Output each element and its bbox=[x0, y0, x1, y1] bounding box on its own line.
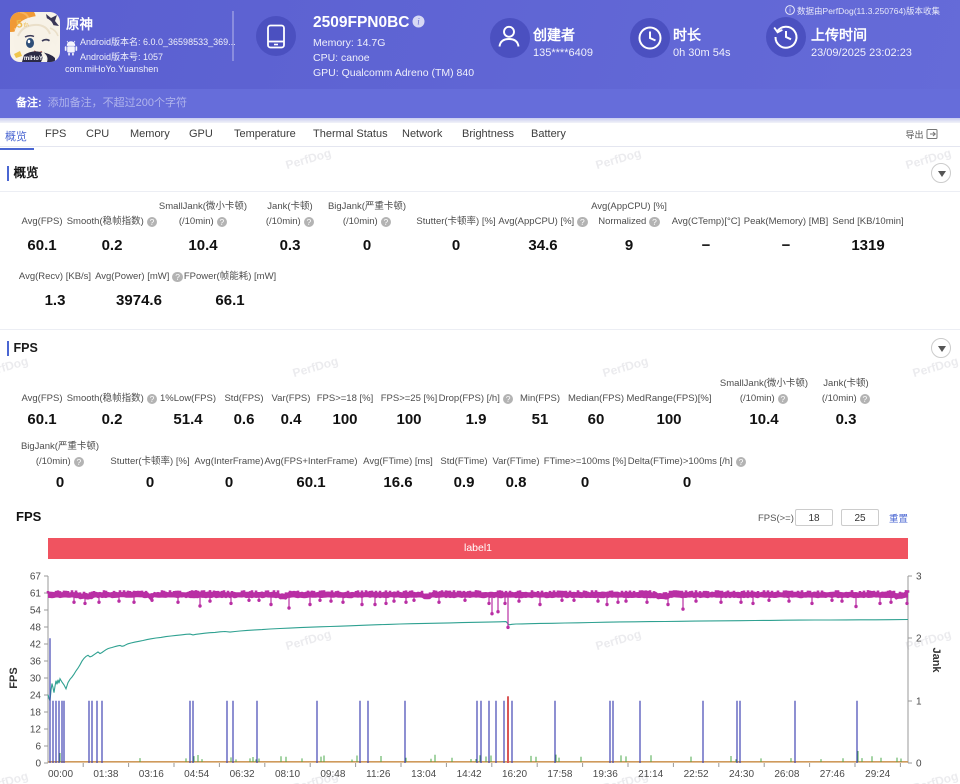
svg-text:12: 12 bbox=[30, 725, 42, 736]
svg-text:19:36: 19:36 bbox=[593, 769, 618, 780]
svg-text:0: 0 bbox=[35, 759, 41, 770]
svg-text:54: 54 bbox=[30, 606, 42, 617]
svg-text:13:04: 13:04 bbox=[411, 769, 436, 780]
svg-text:0: 0 bbox=[916, 759, 922, 770]
svg-text:3: 3 bbox=[916, 572, 922, 583]
svg-text:01:38: 01:38 bbox=[93, 769, 118, 780]
svg-text:26:08: 26:08 bbox=[774, 769, 799, 780]
svg-text:48: 48 bbox=[30, 623, 42, 634]
svg-text:14:42: 14:42 bbox=[457, 769, 482, 780]
svg-text:08:10: 08:10 bbox=[275, 769, 300, 780]
svg-text:miHoYo: miHoYo bbox=[24, 56, 47, 62]
svg-text:16:20: 16:20 bbox=[502, 769, 527, 780]
svg-text:22:52: 22:52 bbox=[684, 769, 709, 780]
svg-text:Jank: Jank bbox=[930, 647, 942, 673]
svg-text:24: 24 bbox=[30, 691, 42, 702]
svg-text:18: 18 bbox=[30, 708, 42, 719]
svg-text:21:14: 21:14 bbox=[638, 769, 663, 780]
svg-text:11:26: 11:26 bbox=[366, 769, 391, 780]
svg-text:6: 6 bbox=[35, 742, 41, 753]
svg-text:61: 61 bbox=[30, 589, 42, 600]
svg-text:i: i bbox=[417, 17, 420, 27]
svg-text:29:24: 29:24 bbox=[865, 769, 890, 780]
svg-text:04:54: 04:54 bbox=[184, 769, 209, 780]
svg-text:03:16: 03:16 bbox=[139, 769, 164, 780]
svg-text:th: th bbox=[23, 22, 29, 29]
svg-text:i: i bbox=[789, 8, 791, 15]
svg-text:24:30: 24:30 bbox=[729, 769, 754, 780]
svg-text:5: 5 bbox=[15, 18, 23, 31]
svg-text:67: 67 bbox=[30, 572, 42, 583]
svg-text:09:48: 09:48 bbox=[320, 769, 345, 780]
svg-text:42: 42 bbox=[30, 640, 42, 651]
svg-text:17:58: 17:58 bbox=[547, 769, 572, 780]
svg-text:1: 1 bbox=[916, 697, 922, 708]
svg-text:27:46: 27:46 bbox=[820, 769, 845, 780]
svg-text:30: 30 bbox=[30, 674, 42, 685]
svg-text:FPS: FPS bbox=[8, 667, 20, 688]
svg-text:00:00: 00:00 bbox=[48, 769, 73, 780]
svg-text:36: 36 bbox=[30, 657, 42, 668]
svg-text:06:32: 06:32 bbox=[230, 769, 255, 780]
svg-text:2: 2 bbox=[916, 634, 922, 645]
